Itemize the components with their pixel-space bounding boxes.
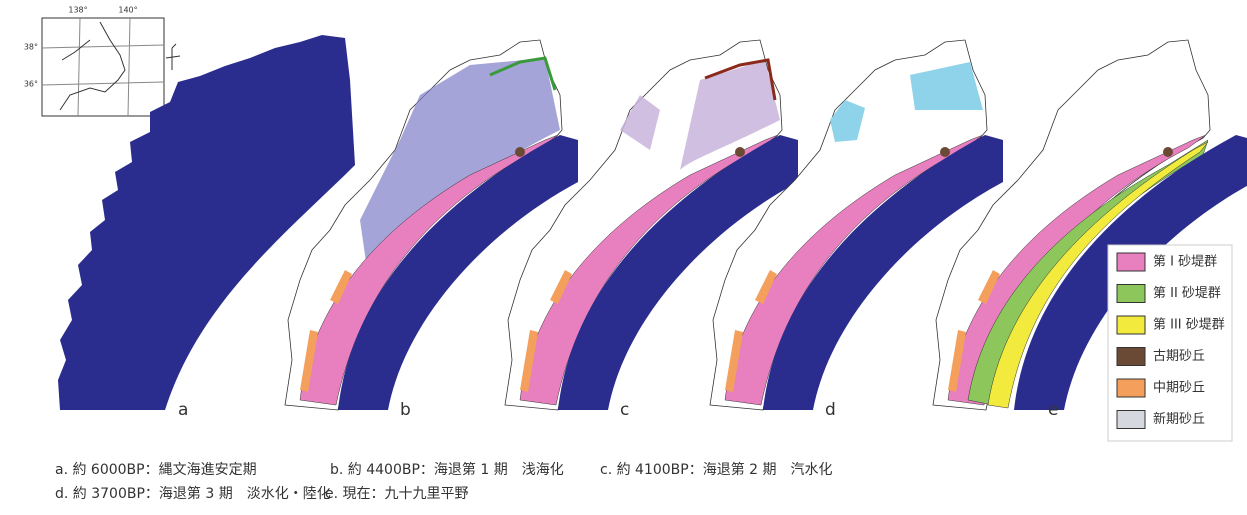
panel-label: b bbox=[400, 400, 411, 420]
caption: b. 約 4400BP：海退第 1 期 浅海化 bbox=[330, 461, 564, 478]
inset-lon: 138° bbox=[68, 6, 87, 15]
caption: c. 約 4100BP：海退第 2 期 汽水化 bbox=[600, 461, 833, 478]
legend-swatch bbox=[1117, 253, 1145, 271]
dune bbox=[1163, 147, 1173, 157]
legend-label: 第 III 砂堤群 bbox=[1153, 318, 1225, 333]
legend-label: 第 II 砂堤群 bbox=[1153, 286, 1221, 301]
legend-swatch bbox=[1117, 411, 1145, 429]
legend-label: 新期砂丘 bbox=[1153, 411, 1205, 427]
legend-label: 古期砂丘 bbox=[1153, 349, 1205, 364]
panel-label: c bbox=[620, 400, 629, 420]
panel-label: d bbox=[825, 400, 836, 420]
inset-frame bbox=[42, 18, 164, 116]
inset-lat: 36° bbox=[24, 80, 38, 89]
dune bbox=[940, 147, 950, 157]
dune bbox=[735, 147, 745, 157]
panel-label: a bbox=[178, 400, 188, 420]
caption: d. 約 3700BP：海退第 3 期 淡水化・陸化 bbox=[55, 485, 331, 502]
inset-lat: 38° bbox=[24, 43, 38, 52]
inset-lon: 140° bbox=[118, 6, 137, 15]
legend-swatch bbox=[1117, 348, 1145, 366]
legend-swatch bbox=[1117, 316, 1145, 334]
legend-label: 中期砂丘 bbox=[1153, 381, 1205, 396]
legend-swatch bbox=[1117, 285, 1145, 303]
dune bbox=[515, 147, 525, 157]
legend-label: 第 I 砂堤群 bbox=[1153, 255, 1217, 270]
north-arrow bbox=[166, 44, 180, 70]
inset-map: 138° 140° 38° 36° bbox=[24, 6, 180, 117]
caption: a. 約 6000BP：縄文海進安定期 bbox=[55, 462, 257, 478]
caption: e. 現在：九十九里平野 bbox=[325, 486, 469, 502]
panel-label: e bbox=[1048, 400, 1058, 420]
legend-swatch bbox=[1117, 379, 1145, 397]
figure: 138° 140° 38° 36° b c d e a 第 I 砂堤群第 II 砂堤群… bbox=[0, 0, 1247, 515]
